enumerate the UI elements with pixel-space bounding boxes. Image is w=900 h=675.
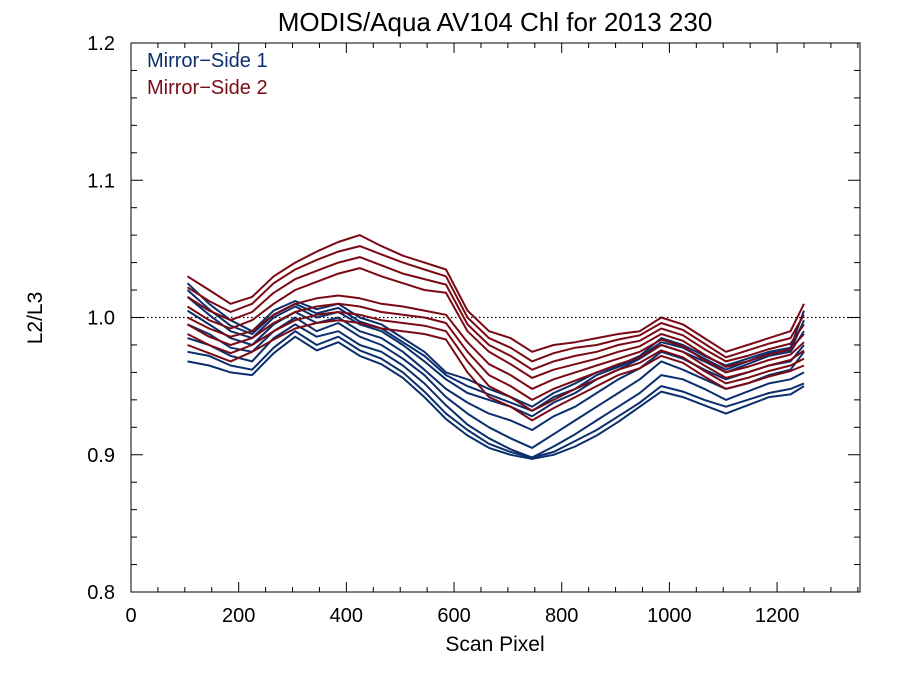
y-tick-label: 0.9 <box>87 445 115 467</box>
y-tick-label: 0.8 <box>87 582 115 604</box>
series-line-mirror-side-1 <box>187 335 805 460</box>
x-tick-label: 0 <box>125 605 136 627</box>
x-tick-label: 800 <box>545 605 578 627</box>
series-line-mirror-side-1 <box>187 323 805 459</box>
axes: 0 200 400 600 800 1000 1200 0.8 0.9 1.0 1.1 1.2 <box>87 33 860 627</box>
x-tick-label: 400 <box>330 605 363 627</box>
x-tick-label: 1000 <box>647 605 692 627</box>
series-line-mirror-side-1 <box>187 316 805 449</box>
series-line-mirror-side-2 <box>186 267 805 379</box>
x-axis-title: Scan Pixel <box>445 633 544 656</box>
series-line-mirror-side-2 <box>187 294 805 390</box>
series-line-mirror-side-2 <box>186 256 805 371</box>
series-lines <box>186 234 805 460</box>
legend-entry-mirror-side-2: Mirror−Side 2 <box>147 77 268 99</box>
series-line-mirror-side-2 <box>187 319 805 422</box>
series-line-mirror-side-2 <box>186 234 805 353</box>
series-line-mirror-side-1 <box>187 330 805 459</box>
x-tick-label: 200 <box>222 605 255 627</box>
y-tick-label: 1.2 <box>87 33 115 55</box>
series-line-mirror-side-2 <box>187 311 805 412</box>
y-axis-title: L2/L3 <box>24 292 47 345</box>
y-tick-label: 1.0 <box>87 308 115 330</box>
chart-title: MODIS/Aqua AV104 Chl for 2013 230 <box>278 7 713 37</box>
series-line-mirror-side-2 <box>187 302 805 401</box>
y-tick-label: 1.1 <box>87 170 115 192</box>
legend: Mirror−Side 1 Mirror−Side 2 <box>147 50 268 99</box>
series-line-mirror-side-2 <box>186 245 805 363</box>
series-line-mirror-side-1 <box>186 282 805 408</box>
legend-entry-mirror-side-1: Mirror−Side 1 <box>147 50 268 72</box>
x-tick-label: 1200 <box>755 605 800 627</box>
x-tick-label: 600 <box>437 605 470 627</box>
plot-frame <box>130 42 861 593</box>
series-line-mirror-side-1 <box>186 296 805 418</box>
